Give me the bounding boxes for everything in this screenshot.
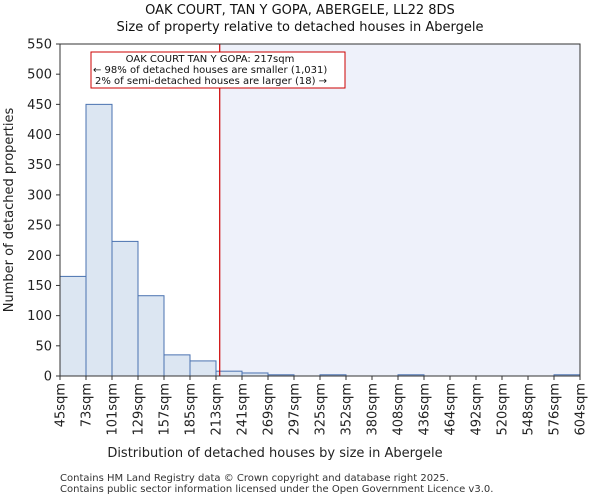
- y-tick-label: 50: [35, 339, 52, 354]
- y-tick-label: 550: [27, 38, 52, 53]
- y-tick-label: 450: [27, 98, 52, 113]
- x-tick-label: 45sqm: [54, 383, 69, 427]
- x-tick-label: 604sqm: [574, 383, 589, 436]
- x-tick-label: 101sqm: [106, 383, 121, 436]
- x-tick-label: 352sqm: [340, 383, 355, 436]
- annotation-box: OAK COURT TAN Y GOPA: 217sqm ← 98% of de…: [90, 51, 346, 89]
- x-tick-label: 548sqm: [522, 383, 537, 436]
- x-tick-label: 129sqm: [132, 383, 147, 436]
- y-tick-label: 350: [27, 158, 52, 173]
- bars-group: [59, 103, 581, 377]
- bar-157sqm: [163, 354, 191, 377]
- x-tick-label: 576sqm: [548, 383, 563, 436]
- y-axis-label: Number of detached properties: [2, 108, 17, 313]
- x-tick-label: 241sqm: [236, 383, 251, 436]
- bar-129sqm: [137, 295, 165, 377]
- y-tick-label: 100: [27, 309, 52, 324]
- y-tick-label: 400: [27, 128, 52, 143]
- x-tick-label: 492sqm: [470, 383, 485, 436]
- highlight-region: [219, 44, 580, 376]
- bar-45sqm: [59, 275, 87, 377]
- annotation-line-1: OAK COURT TAN Y GOPA: 217sqm: [126, 54, 295, 65]
- y-tick-label: 150: [27, 279, 52, 294]
- x-tick-label: 380sqm: [366, 383, 381, 436]
- x-ticks-group: 45sqm 73sqm 101sqm 129sqm 157sqm 185sqm 213sqm…: [54, 376, 589, 436]
- x-tick-label: 157sqm: [158, 383, 173, 436]
- x-tick-label: 464sqm: [444, 383, 459, 436]
- bar-73sqm: [85, 103, 113, 377]
- x-tick-label: 436sqm: [418, 383, 433, 436]
- y-tick-label: 200: [27, 249, 52, 264]
- chart-title: OAK COURT, TAN Y GOPA, ABERGELE, LL22 8D…: [145, 3, 455, 18]
- y-tick-label: 0: [44, 370, 52, 385]
- x-tick-label: 73sqm: [80, 383, 95, 427]
- x-tick-label: 520sqm: [496, 383, 511, 436]
- x-tick-label: 297sqm: [288, 383, 303, 436]
- x-tick-label: 269sqm: [262, 383, 277, 436]
- y-ticks-group: 0 50 100 150 200 250 300 350 400 450 500 550: [27, 38, 60, 385]
- x-axis-label: Distribution of detached houses by size …: [107, 446, 442, 461]
- y-tick-label: 500: [27, 68, 52, 83]
- footer-line-2: Contains public sector information licen…: [60, 484, 494, 495]
- chart-subtitle: Size of property relative to detached ho…: [116, 20, 484, 35]
- footer-line-1: Contains HM Land Registry data © Crown c…: [60, 473, 449, 484]
- y-tick-label: 250: [27, 219, 52, 234]
- bar-185sqm: [189, 360, 217, 377]
- y-tick-label: 300: [27, 188, 52, 203]
- annotation-frame: [90, 51, 346, 89]
- annotation-line-2: ← 98% of detached houses are smaller (1,…: [93, 65, 327, 76]
- x-tick-label: 213sqm: [210, 383, 225, 436]
- x-tick-label: 185sqm: [184, 383, 199, 436]
- bar-101sqm: [111, 240, 139, 377]
- annotation-line-3: 2% of semi-detached houses are larger (1…: [95, 76, 327, 87]
- x-tick-label: 408sqm: [392, 383, 407, 436]
- x-tick-label: 325sqm: [314, 383, 329, 436]
